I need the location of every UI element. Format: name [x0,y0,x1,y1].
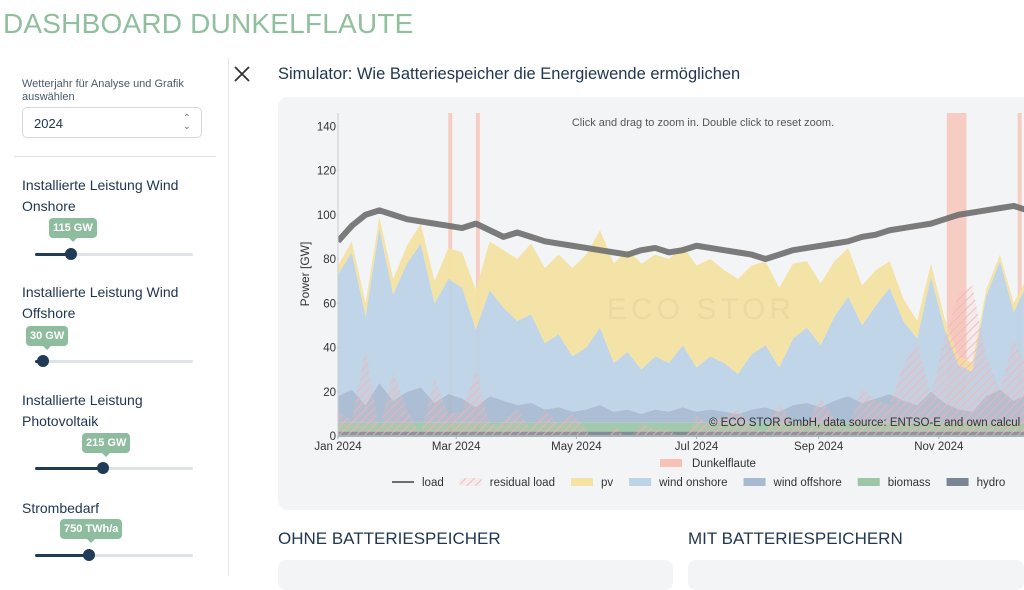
y-tick-label: 0 [330,431,336,443]
result-card [278,560,673,590]
dunkelflaute-band [1017,113,1022,436]
page: Dashboard Dunkelflaute {"header": {"titl… [0,8,1024,590]
slider-badge: 750 TWh/a [60,519,123,543]
y-tick-label: 120 [317,166,336,178]
residual-area [338,285,1024,436]
slider-track[interactable] [35,467,193,470]
legend-label: wind offshore [773,477,842,489]
legend-item[interactable]: pv [570,477,613,489]
year-value: 2024 [34,116,63,131]
slider-thumb[interactable] [65,248,77,260]
legend-item[interactable]: biomass [857,477,931,489]
y-tick-label: 20 [323,387,336,399]
plot-area [338,113,1024,436]
y-tick-label: 140 [317,121,336,133]
legend-label: pv [601,477,613,489]
close-icon [234,66,250,82]
y-tick-label: 100 [317,210,336,222]
close-button[interactable] [232,64,252,84]
divider [14,156,216,157]
slider-badge: 215 GW [82,433,131,457]
hint: Click and drag to zoom in. Double click … [572,117,834,129]
section-title: MIT BATTERIESPEICHERN [688,529,903,548]
legend-swatch [857,478,880,486]
legend-item[interactable]: wind onshore [629,477,728,489]
slider-track[interactable] [35,253,193,256]
slider-badge: 30 GW [26,326,69,350]
legend-item[interactable]: hydro [946,477,1006,489]
y-axis-title: Power [GW] [298,242,312,307]
sidebar: Wetterjahr für Analyse und Grafik auswäh… [0,58,229,576]
slider-label: Installierte Leistung Wind Offshore [22,284,179,321]
legend-label: biomass [888,477,931,489]
legend-swatch [629,478,652,486]
slider-thumb[interactable] [37,355,49,367]
legend-label: Dunkelflaute [692,458,756,470]
x-tick-label: May 2024 [551,441,602,453]
watermark: ECO STOR [607,293,795,326]
y-tick-label: 80 [323,254,336,266]
y-tick-label: 60 [323,298,336,310]
legend-label: wind onshore [658,477,727,489]
slider-track[interactable] [35,360,193,363]
x-tick-label: Mar 2024 [432,441,481,453]
legend-label: hydro [977,477,1006,489]
slider-thumb[interactable] [83,549,95,561]
x-tick-label: Sep 2024 [794,441,844,453]
slider-label: Strombedarf [22,500,100,516]
slider-fill [35,253,71,256]
legend-swatch [743,478,766,486]
y-tick-label: 40 [323,343,336,355]
chart: ECO STOR Click and drag to zoom in. Doubl… [278,97,1024,510]
legend-item[interactable]: load [392,477,444,489]
stacked-area [338,382,1024,423]
legend-swatch [946,478,969,486]
year-select[interactable]: 2024 ⌃ ⌄ [22,107,202,138]
slider-thumb[interactable] [97,462,109,474]
slider-track[interactable] [35,554,193,557]
legend-label: load [422,477,444,489]
section-title: OHNE BATTERIESPEICHER [278,529,501,548]
stacked-area [338,216,1024,375]
slider-badge: 115 GW [49,218,97,242]
legend-swatch [459,478,482,486]
legend-item[interactable]: residual load [459,477,555,489]
slider-fill [35,554,89,557]
slider-fill [35,467,103,470]
overlay: ECO STOR Click and drag to zoom in. Doubl… [298,113,1024,489]
slider-label: Installierte Leistung Photovoltaik [22,392,143,429]
select-chevron: ⌃ ⌄ [182,113,191,132]
legend-item[interactable]: wind offshore [743,477,842,489]
year-label: Wetterjahr für Analyse und Grafik auswäh… [22,78,184,103]
dunkelflaute-band [475,113,480,436]
legend-swatch [570,478,593,486]
x-tick-label: Jul 2024 [675,441,719,453]
legend-swatch [660,459,682,467]
x-tick-label: Jan 2024 [314,441,362,453]
slider-label: Installierte Leistung Wind Onshore [22,177,179,214]
result-card [688,560,1024,590]
load-line [338,202,1024,263]
body: DASHBOARD DUNKELFLAUTE Wetterjahr für An… [0,8,1024,590]
x-tick-label: Nov 2024 [914,441,964,453]
legend-label: residual load [490,477,555,489]
panel-title: Simulator: Wie Batteriespeicher die Ener… [278,65,741,83]
dashboard-title: DASHBOARD DUNKELFLAUTE [3,8,414,39]
credit: © ECO STOR GmbH, data source: ENTSO-E an… [709,417,1020,429]
stacked-area [338,228,1024,414]
